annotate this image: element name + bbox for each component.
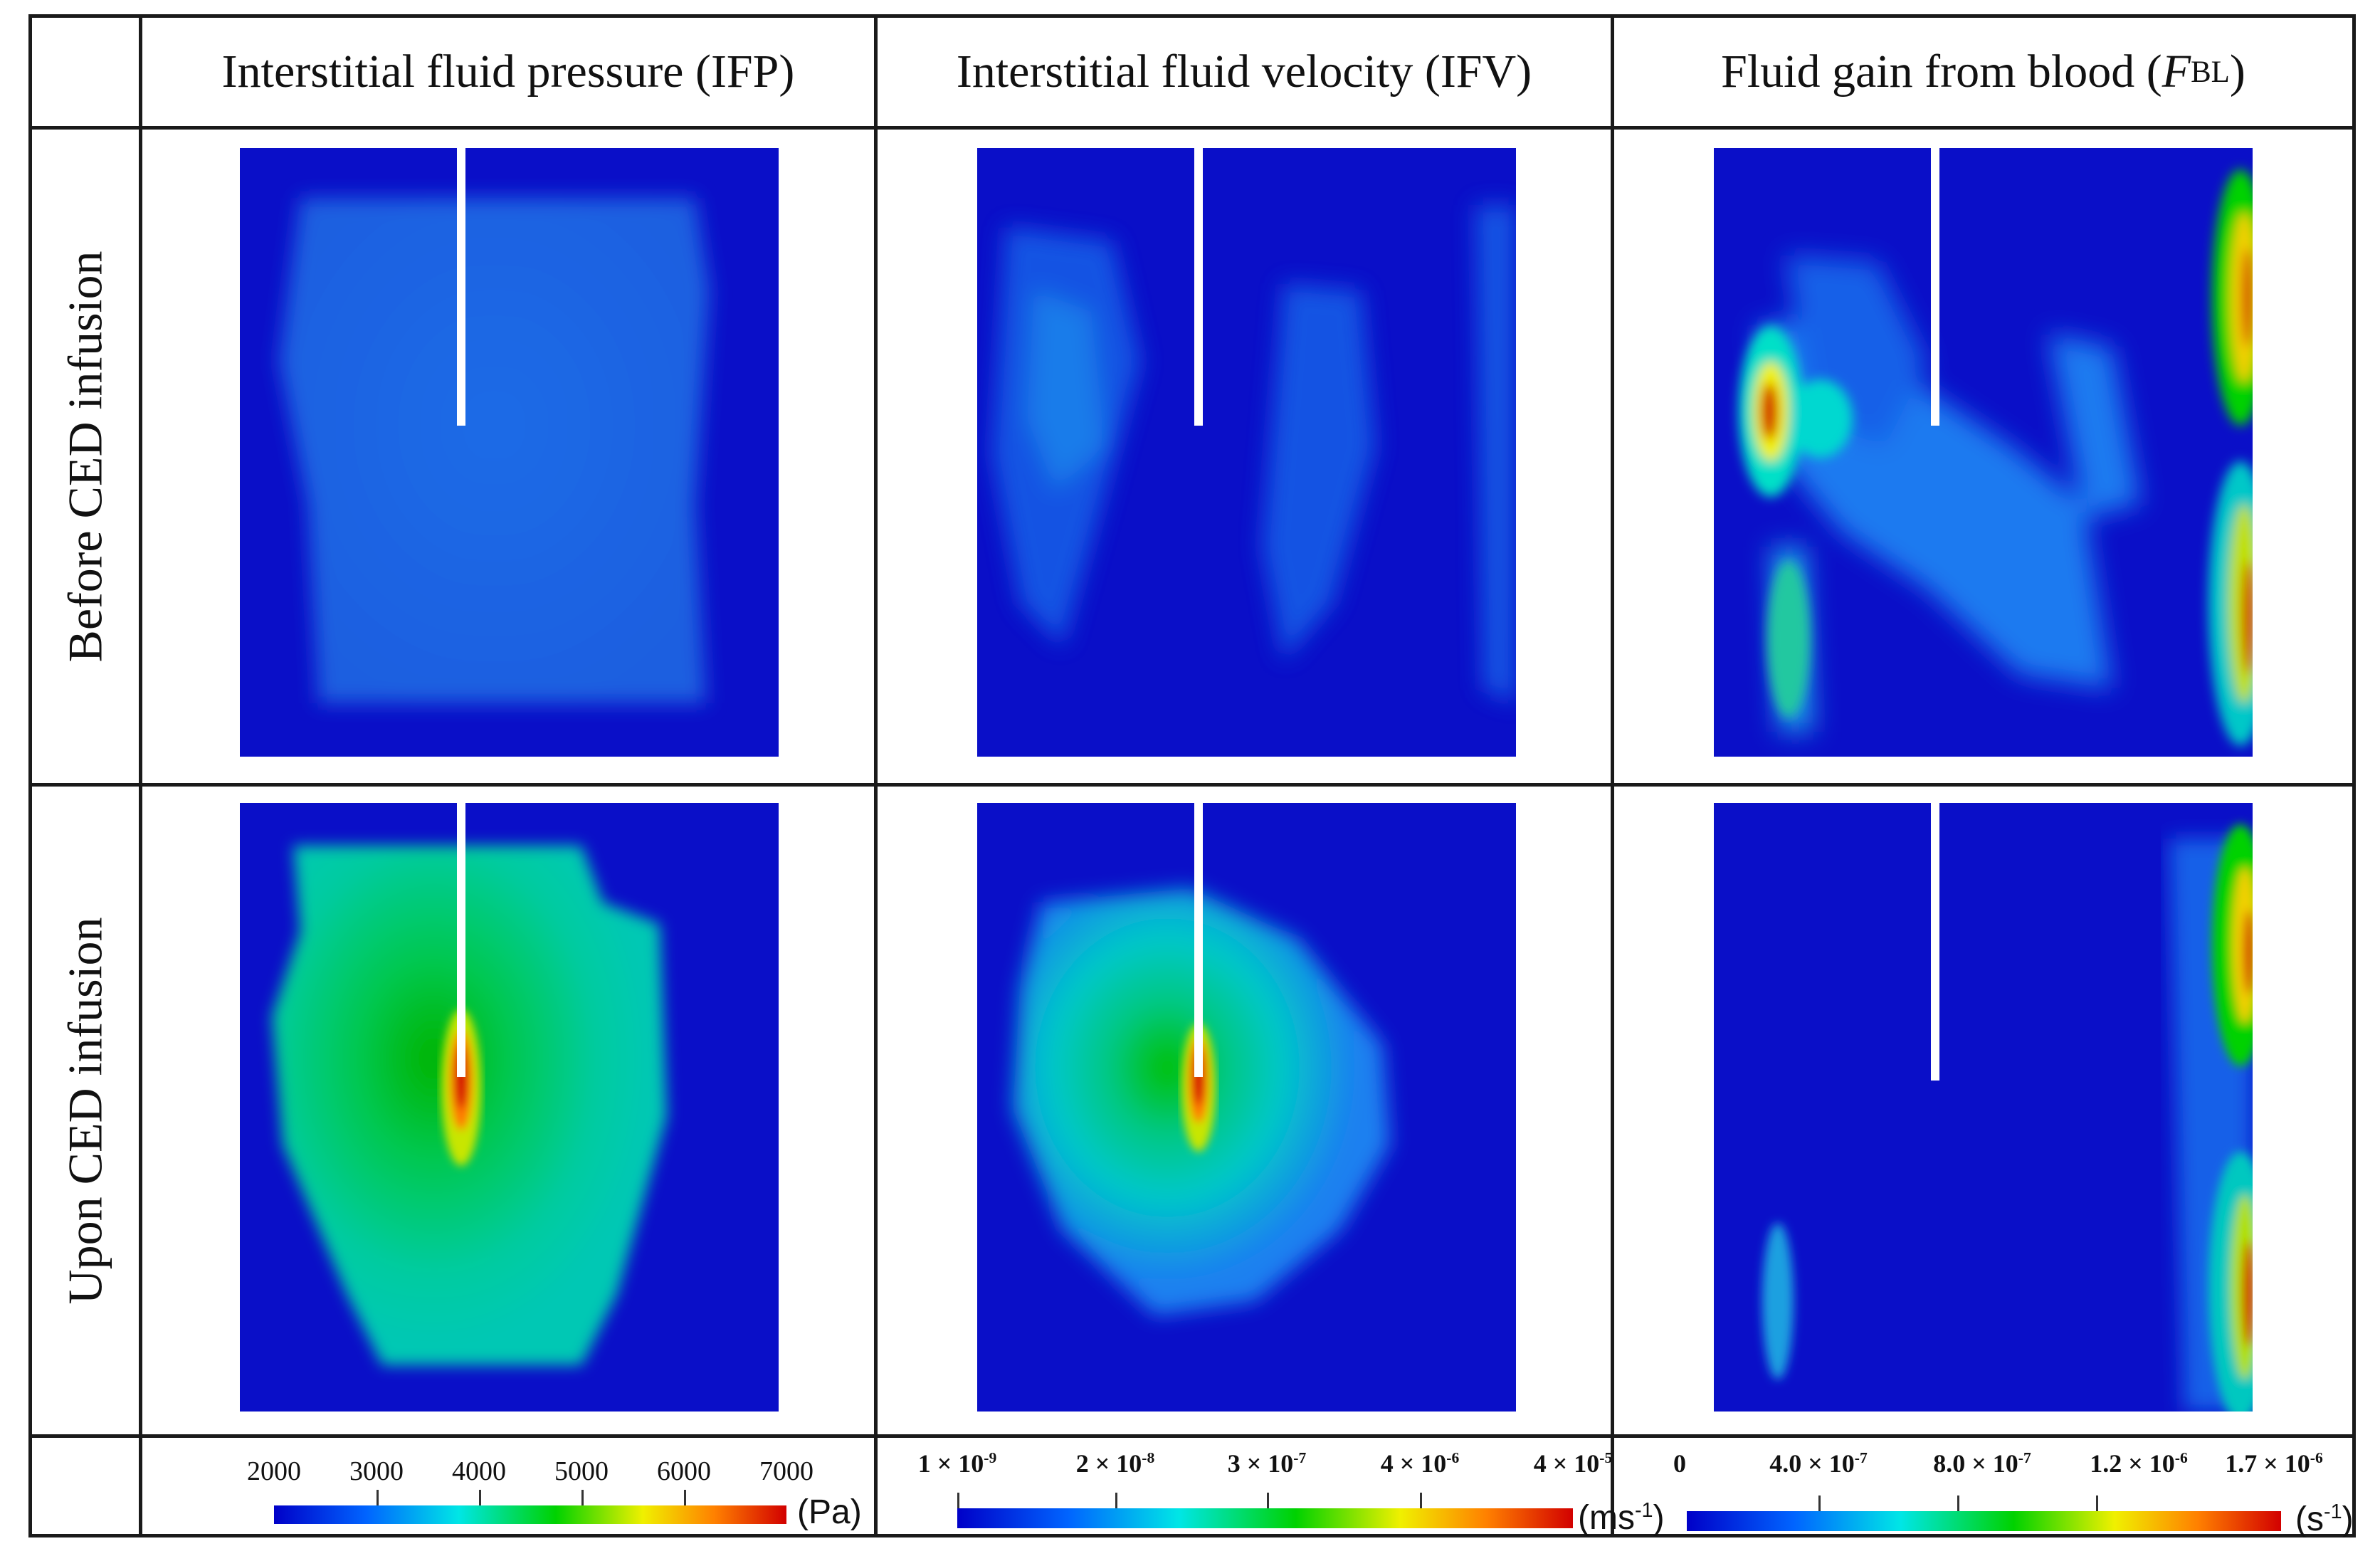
tick-mark [1957, 1495, 1959, 1511]
tick-mark [1420, 1493, 1422, 1508]
colorbar-ifv-gradient [957, 1508, 1573, 1528]
grid-line [32, 783, 2352, 787]
colorbar-ifv-tick: 3 × 10-7 [1228, 1449, 1307, 1478]
tick-exp: -8 [1142, 1449, 1155, 1466]
tick-exp: -7 [1854, 1449, 1868, 1466]
panel-ifv-upon [977, 803, 1516, 1412]
colorbar-ifp-tick: 4000 [452, 1456, 506, 1486]
tick-mark [1115, 1493, 1117, 1508]
figure-table: Interstitial fluid pressure (IFP) Inters… [28, 14, 2359, 1538]
colorbar-fbl-gradient [1687, 1511, 2281, 1531]
column-header-ifv-label: Interstitial fluid velocity (IFV) [956, 46, 1532, 98]
catheter-needle [1194, 803, 1203, 1077]
colorbar-ifp-gradient [274, 1505, 786, 1524]
column-header-fbl-suffix: ) [2229, 46, 2245, 98]
tick-mark [1267, 1493, 1269, 1508]
grid-line [32, 1434, 2352, 1438]
colorbar-fbl-unit: (s-1) [2295, 1500, 2354, 1539]
panel-ifv-before [977, 148, 1516, 757]
colorbar-ifv-unit: (ms-1) [1578, 1498, 1665, 1537]
tick-exp: -7 [2018, 1449, 2031, 1466]
tick-exp: -5 [1599, 1449, 1613, 1466]
tick-base: 2 × 10 [1075, 1449, 1142, 1478]
unit-base: (ms [1578, 1499, 1635, 1537]
colorbar-fbl-tick: 4.0 × 10-7 [1769, 1449, 1868, 1478]
panel-fbl-before [1714, 148, 2253, 757]
column-header-fbl-sub: BL [2191, 55, 2230, 89]
colorbar-fbl-tick: 8.0 × 10-7 [1933, 1449, 2031, 1478]
catheter-needle [1931, 803, 1939, 1081]
colorbar-ifv-tick: 4 × 10-5 [1534, 1449, 1613, 1478]
grid-line [1611, 18, 1614, 1534]
grid-line [139, 18, 142, 1534]
unit-exp: -1 [1634, 1499, 1653, 1522]
colorbar-ifv-tick: 2 × 10-8 [1076, 1449, 1155, 1478]
tick-mark [2096, 1495, 2098, 1511]
colorbar-fbl-tick: 1.2 × 10-6 [2090, 1449, 2188, 1478]
panel-fbl-upon [1714, 803, 2253, 1412]
tick-exp: -9 [984, 1449, 997, 1466]
colorbar-ifv-tick: 4 × 10-6 [1381, 1449, 1460, 1478]
tick-base: 0 [1673, 1449, 1686, 1478]
panel-ifp-upon [240, 803, 779, 1412]
column-header-ifv: Interstitial fluid velocity (IFV) [878, 18, 1611, 126]
tick-base: 3 × 10 [1227, 1449, 1294, 1478]
colorbar-ifp-tick: 2000 [247, 1456, 301, 1486]
tick-base: 8.0 × 10 [1933, 1449, 2018, 1478]
column-header-fbl-var: F [2162, 46, 2191, 98]
colorbar-fbl: 0 4.0 × 10-7 8.0 × 10-7 1.2 × 10-6 1.7 ×… [1648, 1449, 2359, 1538]
tick-mark [684, 1490, 686, 1505]
unit-end: ) [1653, 1499, 1665, 1537]
unit-base: (s [2295, 1500, 2324, 1538]
tick-exp: -6 [2174, 1449, 2188, 1466]
tick-base: 4 × 10 [1533, 1449, 1600, 1478]
row-header-upon-label: Upon CED infusion [58, 917, 112, 1304]
tick-exp: -6 [2310, 1449, 2323, 1466]
column-header-ifp-label: Interstitial fluid pressure (IFP) [221, 46, 795, 98]
panel-ifp-before [240, 148, 779, 757]
colorbar-ifp-tick: 3000 [349, 1456, 404, 1486]
row-header-before-label: Before CED infusion [58, 251, 112, 662]
tick-mark [479, 1490, 481, 1505]
colorbar-ifv-tick: 1 × 10-9 [918, 1449, 997, 1478]
catheter-needle [457, 148, 465, 426]
tick-base: 1 × 10 [917, 1449, 984, 1478]
tick-base: 4.0 × 10 [1769, 1449, 1855, 1478]
catheter-needle [1194, 148, 1203, 426]
tick-mark [1818, 1495, 1821, 1511]
tick-mark [581, 1490, 584, 1505]
column-header-fbl: Fluid gain from blood (F BL) [1614, 18, 2352, 126]
catheter-needle [1931, 148, 1939, 426]
catheter-needle [457, 803, 465, 1077]
tick-base: 1.2 × 10 [2090, 1449, 2175, 1478]
colorbar-ifp: 2000 3000 4000 5000 6000 7000 (Pa) [247, 1456, 886, 1534]
grid-line [32, 126, 2352, 130]
tick-mark [957, 1493, 959, 1508]
colorbar-fbl-tick: 1.7 × 10-6 [2225, 1449, 2323, 1478]
row-header-before: Before CED infusion [32, 130, 139, 783]
colorbar-fbl-tick: 0 [1673, 1449, 1686, 1478]
tick-exp: -6 [1446, 1449, 1460, 1466]
tick-base: 4 × 10 [1380, 1449, 1447, 1478]
colorbar-ifv: 1 × 10-9 2 × 10-8 3 × 10-7 4 × 10-6 4 × … [918, 1449, 1665, 1537]
colorbar-ifp-tick: 7000 [759, 1456, 813, 1486]
colorbar-ifp-tick: 5000 [554, 1456, 609, 1486]
row-header-upon: Upon CED infusion [32, 787, 139, 1434]
tick-base: 1.7 × 10 [2225, 1449, 2310, 1478]
colorbar-ifp-unit: (Pa) [797, 1493, 862, 1531]
grid-line [874, 18, 878, 1534]
column-header-fbl-prefix: Fluid gain from blood ( [1721, 46, 2162, 98]
unit-end: ) [2342, 1500, 2354, 1538]
colorbar-ifp-tick: 6000 [657, 1456, 711, 1486]
tick-mark [377, 1490, 379, 1505]
tick-exp: -7 [1293, 1449, 1307, 1466]
column-header-ifp: Interstitial fluid pressure (IFP) [142, 18, 874, 126]
unit-exp: -1 [2323, 1500, 2342, 1523]
